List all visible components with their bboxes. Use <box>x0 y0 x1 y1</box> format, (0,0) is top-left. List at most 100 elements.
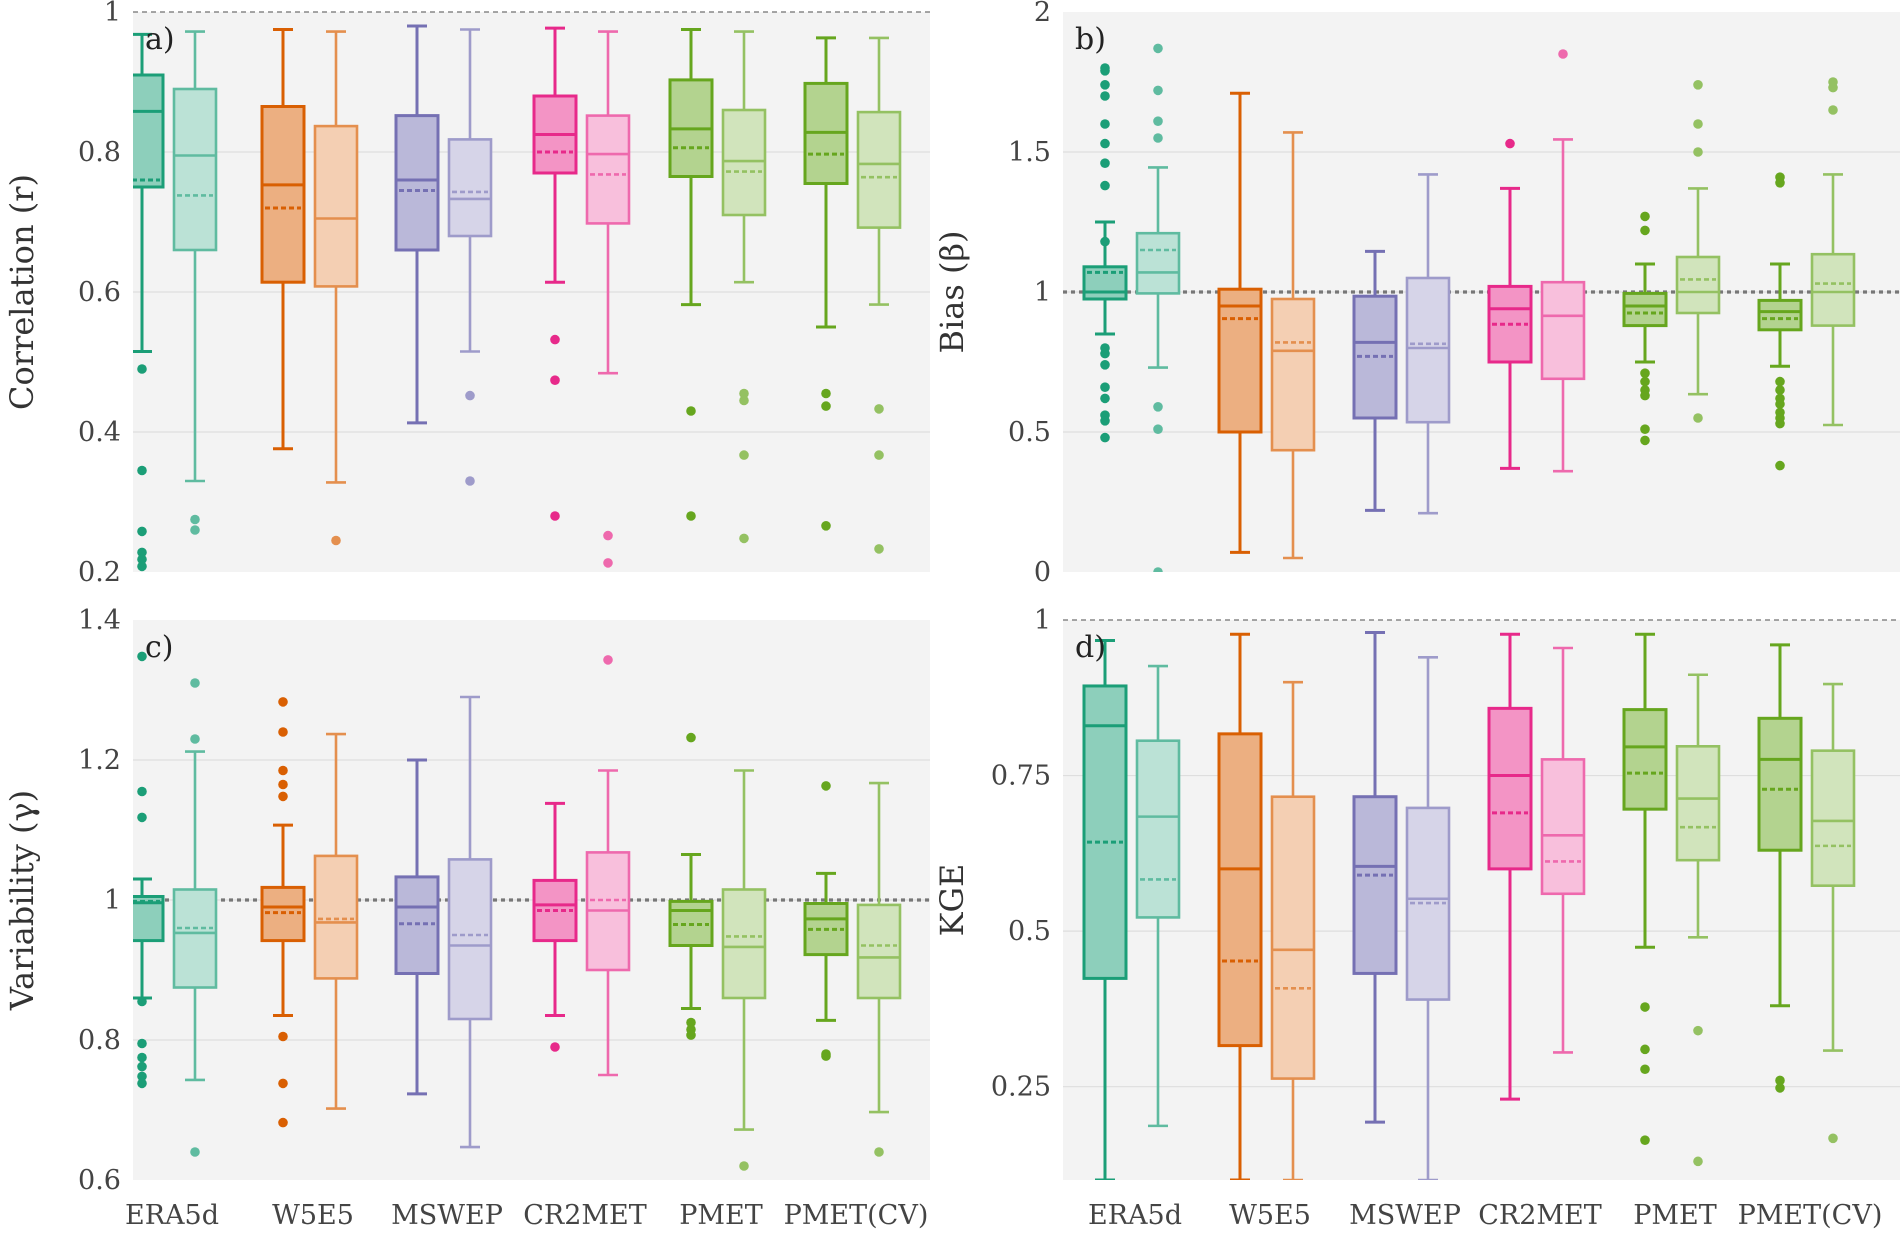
box-iqr <box>1270 297 1316 452</box>
outlier-point <box>278 1078 288 1089</box>
y-axis-label: Correlation (r) <box>3 174 41 410</box>
outlier-point <box>686 511 696 521</box>
outlier-point <box>1775 1083 1785 1093</box>
outlier-point <box>1100 348 1110 359</box>
boxplot-mswep-light <box>1405 656 1451 1180</box>
outlier-point <box>465 390 475 401</box>
outlier-point <box>550 334 560 345</box>
outlier-point <box>190 734 200 744</box>
y-tick-label: 0 <box>1034 557 1051 588</box>
box-iqr <box>1757 716 1803 852</box>
y-tick-label: 0.2 <box>78 557 121 588</box>
boxplot-w5e5-dark <box>260 28 306 451</box>
boxplot-pmet-dark <box>668 732 714 1040</box>
box-iqr <box>856 110 902 229</box>
boxplot-pmet-light <box>1675 80 1721 423</box>
outlier-point <box>821 1051 831 1061</box>
box-iqr <box>1487 706 1533 871</box>
x-tick-label: PMET(CV) <box>1738 1200 1883 1231</box>
outlier-point <box>1640 1064 1650 1075</box>
y-tick-label: 0.6 <box>78 277 121 308</box>
x-tick-label: PMET <box>679 1200 763 1231</box>
outlier-point <box>603 558 613 568</box>
outlier-point <box>1640 435 1650 446</box>
boxplot-mswep-dark <box>394 758 440 1096</box>
panel-d: 0.25 0.5 0.75 1 KGE d) ERA5d W5E5 MSWEP CR2MET PME… <box>933 605 1900 1231</box>
outlier-point <box>190 678 200 688</box>
outlier-point <box>1828 1133 1838 1144</box>
outlier-point <box>1153 402 1163 412</box>
outlier-point <box>874 1147 884 1157</box>
boxplot-pmet-light <box>721 769 767 1171</box>
outlier-point <box>137 1071 147 1082</box>
outlier-point <box>1100 416 1110 426</box>
boxplot-cr2met-light <box>1540 646 1586 1054</box>
boxplot-pmet-dark <box>1622 632 1668 1145</box>
box-iqr <box>721 888 767 1000</box>
boxplot-w5e5-light <box>1270 680 1316 1180</box>
box-iqr <box>394 114 440 252</box>
outlier-point <box>1828 82 1838 93</box>
boxplot-era5d-dark <box>133 651 165 1089</box>
outlier-point <box>1693 1156 1703 1167</box>
box-iqr <box>1352 795 1398 975</box>
boxplot-pmetcv-dark <box>803 781 849 1061</box>
boxplot-mswep-dark <box>1352 630 1398 1124</box>
outlier-point <box>1775 1075 1785 1086</box>
outlier-point <box>550 375 560 386</box>
panel-label: a) <box>145 22 175 57</box>
box-iqr <box>313 854 359 980</box>
outlier-point <box>137 465 147 476</box>
boxplot-pmet-light <box>1675 673 1721 1167</box>
boxplot-cr2met-dark <box>1487 138 1533 470</box>
boxplot-mswep-light <box>1405 173 1451 515</box>
outlier-point <box>739 533 749 544</box>
outlier-point <box>278 779 288 790</box>
outlier-point <box>1100 236 1110 247</box>
box-series <box>1082 630 1856 1180</box>
outlier-point <box>739 1161 749 1171</box>
boxplot-mswep-light <box>447 695 493 1149</box>
x-tick-label: ERA5d <box>125 1200 219 1231</box>
outlier-point <box>1558 49 1568 59</box>
panel-label: b) <box>1075 22 1106 57</box>
outlier-point <box>874 404 884 414</box>
outlier-point <box>603 655 613 665</box>
y-tick-label: 2 <box>1034 0 1051 28</box>
outlier-point <box>137 1078 147 1089</box>
boxplot-w5e5-light <box>313 732 359 1110</box>
panel-a: 0.2 0.4 0.6 0.8 1 Correlation (r) a) <box>3 0 930 588</box>
box-series <box>133 24 902 572</box>
outlier-point <box>1100 360 1110 370</box>
box-series <box>133 651 902 1171</box>
y-axis-label: Bias (β) <box>933 231 971 354</box>
outlier-point <box>465 476 475 486</box>
box-iqr <box>447 138 493 238</box>
outlier-point <box>1640 368 1650 379</box>
outlier-point <box>190 1147 200 1157</box>
boxplot-era5d-dark <box>133 32 165 572</box>
outlier-point <box>1153 43 1163 54</box>
outlier-point <box>1100 180 1110 191</box>
boxplot-pmet-dark <box>1622 211 1668 446</box>
box-iqr <box>1675 255 1721 315</box>
boxplot-era5d-light <box>1135 664 1181 1128</box>
boxplot-era5d-light <box>1135 43 1181 572</box>
outlier-point <box>137 996 147 1007</box>
outlier-point <box>278 1031 288 1042</box>
outlier-point <box>1153 424 1163 435</box>
y-tick-label: 1.2 <box>78 745 121 776</box>
outlier-point <box>137 786 147 797</box>
boxplot-w5e5-dark <box>260 697 306 1128</box>
outlier-point <box>1100 432 1110 443</box>
outlier-point <box>603 530 613 541</box>
outlier-point <box>1693 119 1703 129</box>
y-tick-label: 0.8 <box>78 1025 121 1056</box>
outlier-point <box>739 388 749 399</box>
outlier-point <box>1640 1044 1650 1055</box>
outlier-point <box>1100 138 1110 149</box>
box-iqr <box>1757 298 1803 332</box>
outlier-point <box>1153 85 1163 96</box>
boxplot-pmetcv-light <box>1810 682 1856 1144</box>
